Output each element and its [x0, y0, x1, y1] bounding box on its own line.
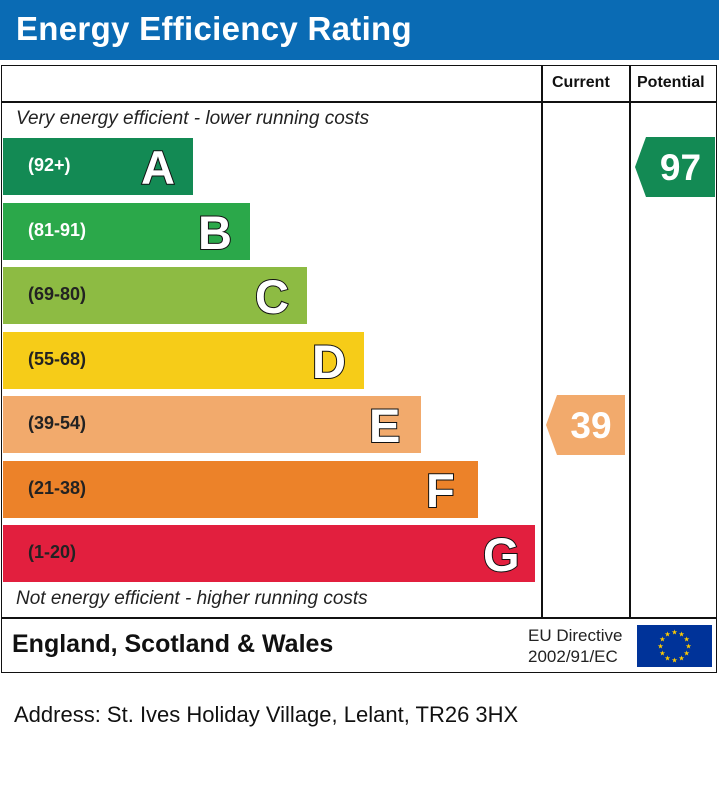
- rating-band-b: (81-91) B: [3, 202, 250, 260]
- band-letter: G: [482, 527, 521, 582]
- address-text: Address: St. Ives Holiday Village, Lelan…: [14, 702, 519, 727]
- eu-star-icon: ★: [671, 629, 677, 637]
- rating-band-c: (69-80) C: [3, 267, 307, 324]
- band-letter: A: [140, 140, 176, 195]
- rating-band-d: (55-68) D: [3, 331, 364, 389]
- band-letter: E: [368, 398, 401, 453]
- header-row-divider: [1, 101, 717, 103]
- band-range-label: (92+): [28, 155, 71, 175]
- eu-star-icon: ★: [683, 650, 689, 658]
- current-column-header: Current: [552, 74, 610, 91]
- rating-band-f: (21-38) F: [3, 460, 478, 518]
- eu-star-icon: ★: [657, 643, 663, 651]
- band-range-label: (39-54): [28, 413, 87, 433]
- band-letter: D: [311, 334, 347, 389]
- eu-star-icon: ★: [664, 655, 670, 663]
- eu-star-icon: ★: [678, 630, 684, 638]
- eu-star-icon: ★: [659, 650, 665, 658]
- eu-star-icon: ★: [664, 630, 670, 638]
- eu-star-icon: ★: [685, 643, 691, 651]
- rating-band-e: (39-54) E: [3, 396, 421, 453]
- band-range-label: (81-91): [28, 219, 87, 240]
- header-bar: Energy Efficiency Rating: [0, 0, 719, 60]
- column-divider-potential: [629, 65, 631, 618]
- band-range-label: (55-68): [28, 348, 87, 369]
- band-range-label: (1-20): [28, 542, 77, 562]
- eu-directive-number: 2002/91/EC: [528, 647, 618, 666]
- eu-star-icon: ★: [683, 636, 689, 644]
- rating-band-g: (1-20) G: [3, 525, 535, 582]
- band-range-label: (21-38): [28, 477, 87, 498]
- potential-column-header: Potential: [637, 74, 705, 91]
- country-label: England, Scotland & Wales: [12, 630, 334, 658]
- eu-star-icon: ★: [671, 657, 677, 665]
- band-letter: F: [425, 463, 456, 518]
- eu-flag-icon: ★★★★★★★★★ ★ ★★: [637, 625, 712, 667]
- eu-directive-label: EU Directive: [528, 626, 623, 645]
- rating-band-a: (92+) A: [3, 138, 193, 195]
- band-letter: C: [254, 269, 290, 324]
- page-title: Energy Efficiency Rating: [16, 10, 412, 47]
- footer-row-divider: [1, 617, 717, 619]
- bottom-note: Not energy efficient - higher running co…: [16, 588, 368, 609]
- column-divider-current: [541, 65, 543, 618]
- band-letter: B: [197, 205, 233, 260]
- top-note: Very energy efficient - lower running co…: [16, 108, 370, 129]
- eu-star-icon: ★: [678, 655, 684, 663]
- chart-frame: [1, 65, 717, 673]
- eu-star-icon: ★: [659, 636, 665, 644]
- band-range-label: (69-80): [28, 284, 87, 304]
